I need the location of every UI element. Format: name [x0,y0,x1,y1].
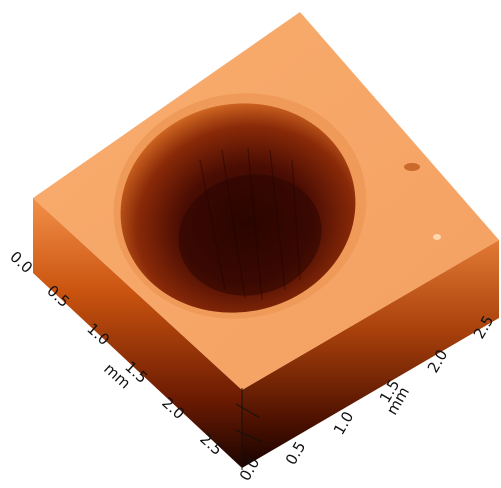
crater-streaks [199,147,301,301]
right-axis-tick-label: 0.5 [282,438,310,468]
origin-marker [235,388,263,470]
surface-defect [433,234,441,240]
crater-floor [178,174,322,296]
left-side-face [33,198,242,468]
surface-defect [404,163,420,171]
right-side-face [242,240,499,468]
left-axis-tick-label: 0.0 [6,248,36,277]
